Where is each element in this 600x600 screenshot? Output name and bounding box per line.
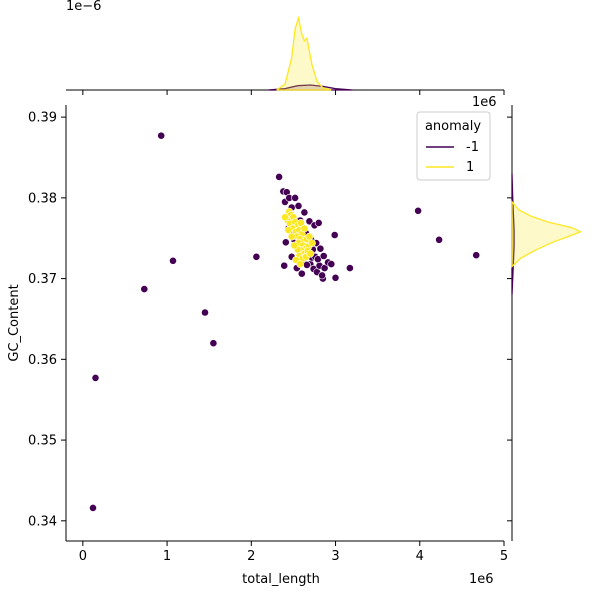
point-anomaly-neg1 [300, 208, 309, 217]
point-anomaly-neg1 [331, 273, 340, 282]
legend-label-1: 1 [466, 160, 474, 175]
point-anomaly-1 [308, 239, 316, 247]
point-anomaly-neg1 [157, 131, 166, 140]
point-anomaly-1 [305, 232, 314, 241]
point-anomaly-neg1 [89, 503, 97, 512]
point-anomaly-neg1 [201, 308, 209, 317]
point-anomaly-1 [300, 224, 309, 233]
legend-label-neg1: -1 [466, 140, 479, 155]
point-anomaly-neg1 [345, 264, 354, 272]
y-tick-label: 0.39 [28, 111, 57, 126]
point-anomaly-neg1 [275, 172, 283, 181]
point-anomaly-neg1 [320, 264, 329, 272]
top-offset-label: 1e−6 [66, 0, 101, 14]
x-tick-label: 3 [331, 549, 339, 564]
y-tick-label: 0.34 [28, 514, 57, 529]
point-anomaly-neg1 [91, 373, 100, 382]
point-anomaly-neg1 [294, 201, 303, 210]
right-marginal-density [511, 173, 583, 295]
point-anomaly-neg1 [291, 193, 299, 202]
right-offset-label: 1e6 [472, 95, 497, 110]
point-anomaly-neg1 [280, 261, 289, 270]
top-marginal-density [268, 15, 353, 91]
scatter-points [89, 131, 481, 512]
x-tick-label: 5 [500, 549, 508, 564]
point-anomaly-neg1 [140, 285, 149, 293]
point-anomaly-neg1 [302, 260, 311, 269]
point-anomaly-neg1 [305, 217, 314, 226]
point-anomaly-1 [296, 260, 305, 268]
x-tick-label: 1 [163, 549, 171, 564]
point-anomaly-neg1 [209, 339, 218, 348]
point-anomaly-neg1 [297, 269, 306, 278]
point-anomaly-1 [287, 232, 296, 241]
main-plot-area: 0 1 2 3 4 5 0.34 0.35 0.36 0.37 0.38 0.39 total_le… [7, 105, 508, 587]
point-anomaly-neg1 [314, 218, 323, 227]
legend: anomaly -1 1 [416, 111, 491, 181]
point-anomaly-neg1 [327, 260, 336, 268]
point-anomaly-neg1 [316, 244, 325, 253]
legend-title: anomaly [425, 119, 481, 134]
x-axis-label: total_length [242, 572, 320, 587]
x-tick-label: 0 [79, 549, 87, 564]
right-density-1 [511, 200, 583, 269]
y-tick-label: 0.35 [28, 434, 57, 449]
top-marginal-ticks [82, 90, 505, 95]
right-marginal-ticks [507, 116, 512, 522]
point-anomaly-1 [284, 226, 293, 234]
legend-frame [416, 111, 491, 181]
x-offset-label: 1e6 [469, 572, 494, 587]
point-anomaly-neg1 [318, 271, 326, 280]
point-anomaly-neg1 [281, 238, 290, 247]
point-anomaly-neg1 [435, 235, 443, 244]
point-anomaly-neg1 [472, 251, 481, 260]
point-anomaly-1 [306, 249, 315, 258]
y-tick-label: 0.36 [28, 353, 57, 368]
y-tick-label: 0.37 [28, 272, 57, 287]
point-anomaly-1 [290, 241, 299, 250]
x-axis-ticks: 0 1 2 3 4 5 [79, 541, 508, 564]
y-tick-label: 0.38 [28, 191, 57, 206]
x-tick-label: 4 [416, 549, 424, 564]
point-anomaly-neg1 [169, 256, 177, 265]
point-anomaly-neg1 [414, 206, 422, 215]
point-anomaly-neg1 [330, 231, 339, 239]
x-tick-label: 2 [247, 549, 255, 564]
top-density-1 [276, 15, 332, 91]
point-anomaly-neg1 [319, 252, 328, 260]
y-axis-label: GC_Content [7, 284, 22, 361]
right-marginal-panel: 1e6 [472, 95, 583, 541]
point-anomaly-1 [297, 218, 305, 227]
point-anomaly-neg1 [252, 252, 261, 261]
y-axis-ticks: 0.34 0.35 0.36 0.37 0.38 0.39 [28, 111, 66, 529]
top-marginal-panel: 1e−6 [66, 0, 505, 95]
point-anomaly-1 [281, 213, 289, 222]
